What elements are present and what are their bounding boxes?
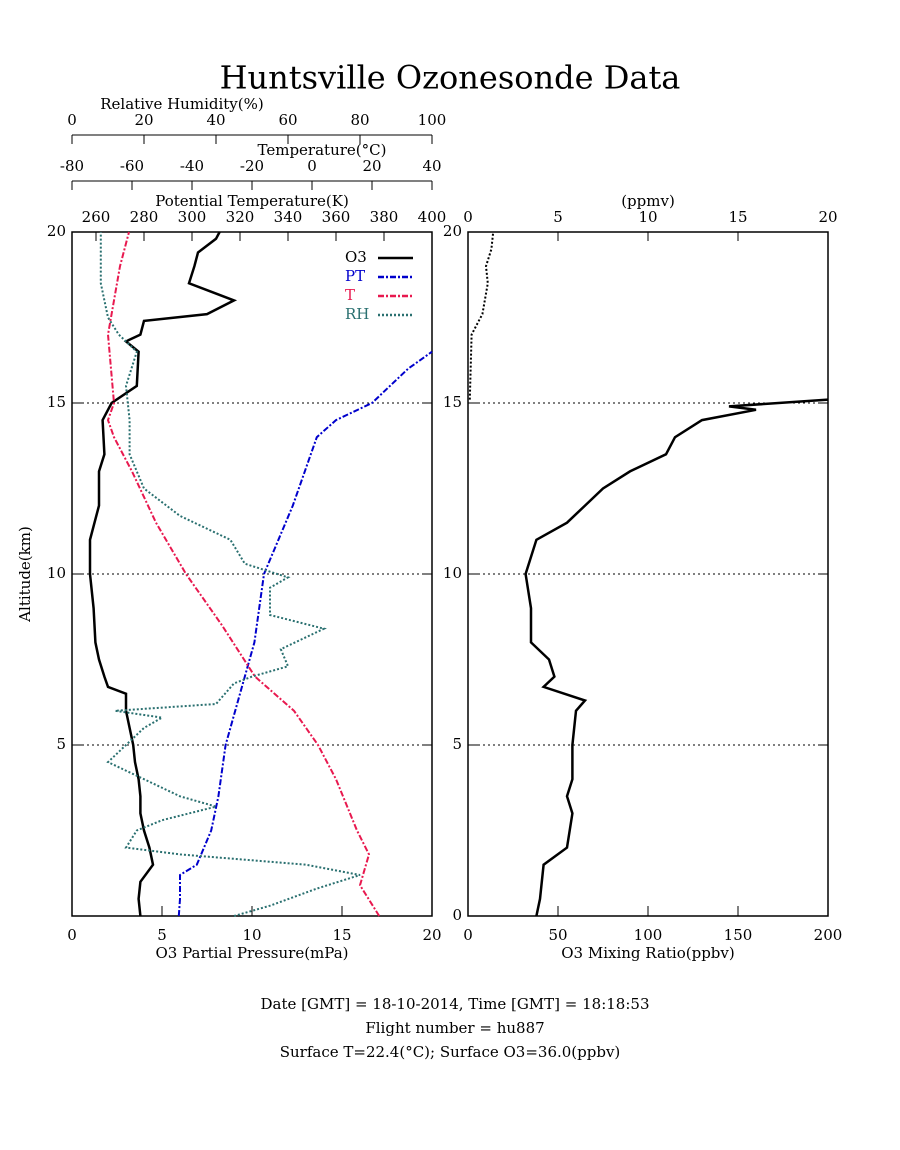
legend-label: PT xyxy=(345,267,365,285)
data-line xyxy=(177,350,433,917)
top-tick-label: -60 xyxy=(120,157,144,175)
y-tick-label: 5 xyxy=(56,735,66,753)
top-tick-label: 100 xyxy=(418,111,447,129)
y-tick-label: 0 xyxy=(452,906,462,924)
top-tick-label: 300 xyxy=(178,208,207,226)
top-tick-label: 10 xyxy=(638,208,657,226)
top-tick-label: -80 xyxy=(60,157,84,175)
top-tick-label: 40 xyxy=(206,111,225,129)
footer-line: Flight number = hu887 xyxy=(365,1019,544,1037)
y-tick-label: 20 xyxy=(47,222,66,240)
top-tick-label: 400 xyxy=(418,208,447,226)
top-tick-label: 0 xyxy=(307,157,317,175)
x-tick-label: 200 xyxy=(814,926,843,944)
x-tick-label: 20 xyxy=(422,926,441,944)
top-axis-label: Relative Humidity(%) xyxy=(100,95,263,113)
top-tick-label: 320 xyxy=(226,208,255,226)
top-tick-label: 15 xyxy=(728,208,747,226)
footer-line: Surface T=22.4(°C); Surface O3=36.0(ppbv… xyxy=(280,1043,621,1061)
top-tick-label: 20 xyxy=(818,208,837,226)
top-tick-label: 0 xyxy=(463,208,473,226)
data-line xyxy=(88,231,238,917)
data-line xyxy=(468,231,495,400)
chart-title: Huntsville Ozonesonde Data xyxy=(220,59,681,97)
y-tick-label: 15 xyxy=(443,393,462,411)
data-line xyxy=(99,232,361,917)
x-tick-label: 15 xyxy=(332,926,351,944)
x-tick-label: 50 xyxy=(548,926,567,944)
top-axis-label: (ppmv) xyxy=(621,192,675,210)
x-tick-label: 0 xyxy=(463,926,473,944)
y-tick-label: 5 xyxy=(452,735,462,753)
top-tick-label: 380 xyxy=(370,208,399,226)
x-tick-label: 10 xyxy=(242,926,261,944)
x-tick-label: 5 xyxy=(157,926,167,944)
top-tick-label: 20 xyxy=(134,111,153,129)
top-tick-label: 340 xyxy=(274,208,303,226)
y-tick-label: 20 xyxy=(443,222,462,240)
footer-line: Date [GMT] = 18-10-2014, Time [GMT] = 18… xyxy=(260,995,649,1013)
x-axis-label: O3 Mixing Ratio(ppbv) xyxy=(561,944,734,962)
y-tick-label: 10 xyxy=(443,564,462,582)
top-tick-label: 20 xyxy=(362,157,381,175)
x-axis-label: O3 Partial Pressure(mPa) xyxy=(155,944,348,962)
y-tick-label: 10 xyxy=(47,564,66,582)
legend-label: O3 xyxy=(345,248,367,266)
legend-label: T xyxy=(345,286,355,304)
top-tick-label: -20 xyxy=(240,157,264,175)
top-tick-label: 60 xyxy=(278,111,297,129)
top-tick-label: -40 xyxy=(180,157,204,175)
top-tick-label: 0 xyxy=(67,111,77,129)
top-tick-label: 360 xyxy=(322,208,351,226)
top-tick-label: 40 xyxy=(422,157,441,175)
top-axis-label: Temperature(°C) xyxy=(258,141,387,159)
top-tick-label: 280 xyxy=(130,208,159,226)
top-axis-label: Potential Temperature(K) xyxy=(155,192,349,210)
x-tick-label: 100 xyxy=(634,926,663,944)
top-tick-label: 5 xyxy=(553,208,563,226)
data-line xyxy=(524,398,829,917)
top-tick-label: 260 xyxy=(82,208,111,226)
y-tick-label: 15 xyxy=(47,393,66,411)
legend-label: RH xyxy=(345,305,369,323)
y-axis-label: Altitude(km) xyxy=(16,526,34,623)
x-tick-label: 0 xyxy=(67,926,77,944)
data-line xyxy=(106,231,381,917)
x-tick-label: 150 xyxy=(724,926,753,944)
top-tick-label: 80 xyxy=(350,111,369,129)
